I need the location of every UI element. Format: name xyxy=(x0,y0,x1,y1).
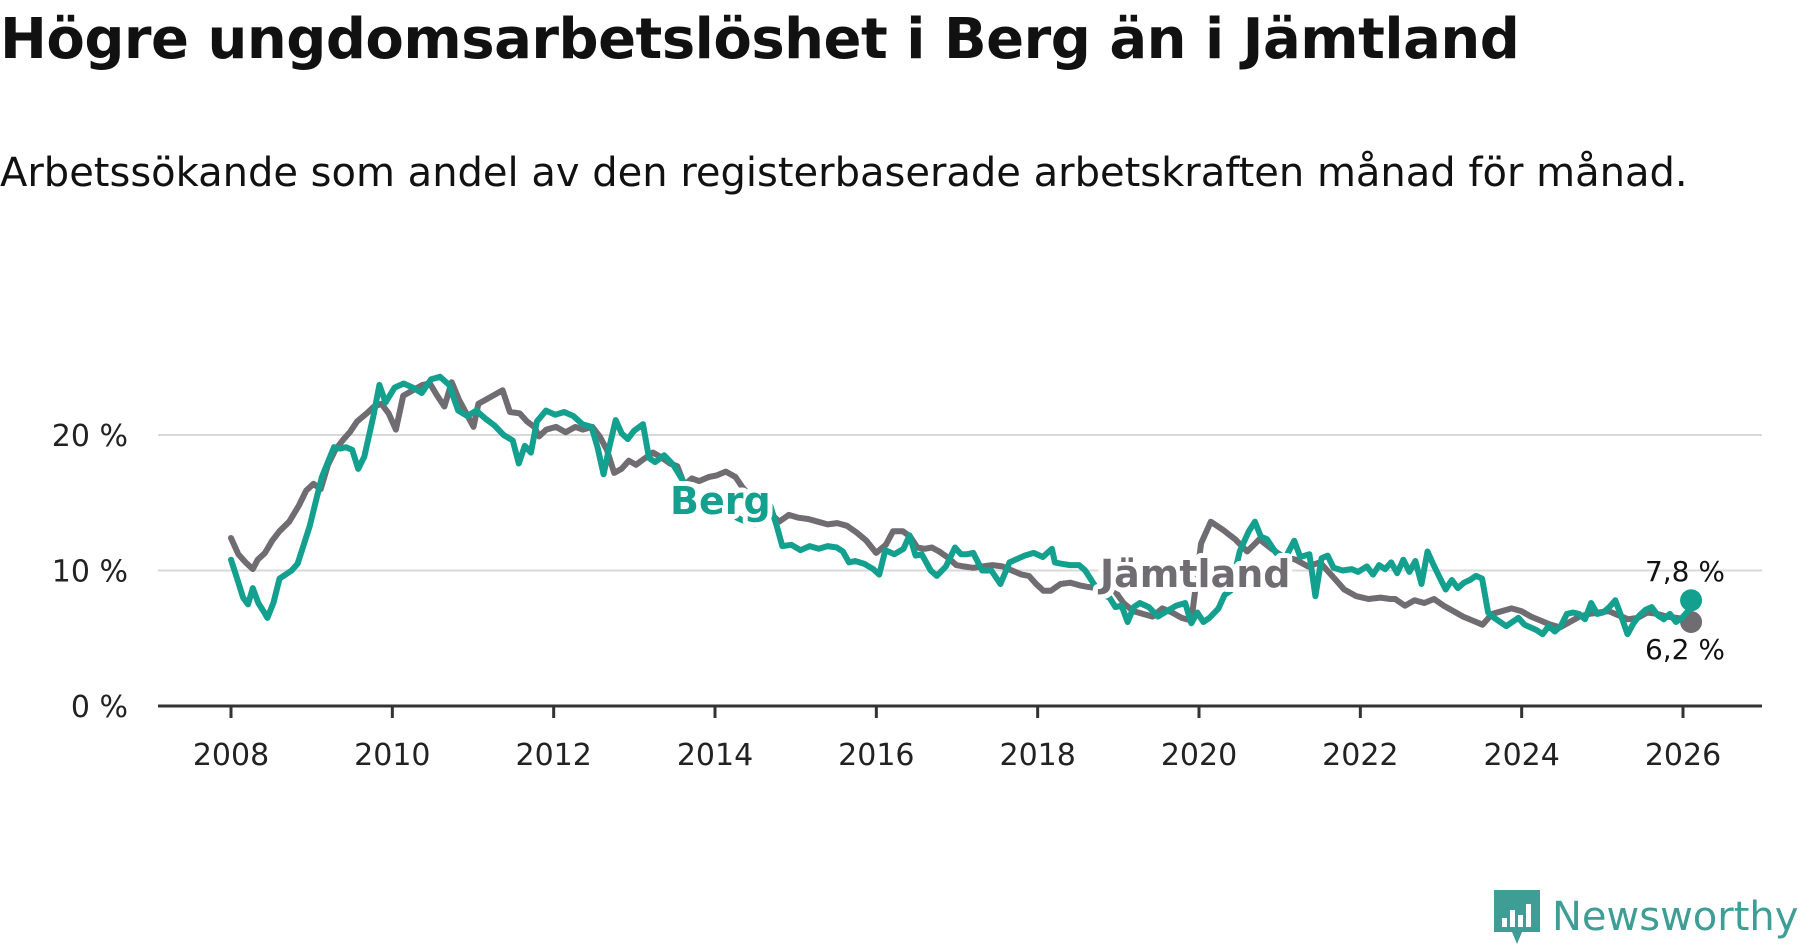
x-tick-label: 2024 xyxy=(1483,738,1559,773)
x-tick-label: 2016 xyxy=(838,738,914,773)
y-tick-label: 10 % xyxy=(52,555,128,590)
end-marker-berg xyxy=(1680,589,1703,612)
brand-logo: Newsworthy xyxy=(1492,888,1798,946)
series-line-jamtland xyxy=(228,379,1695,631)
grid-lines xyxy=(158,434,1762,572)
x-tick-label: 2026 xyxy=(1645,738,1721,773)
x-tick-label: 2010 xyxy=(354,738,430,773)
end-label-berg: 7,8 % xyxy=(1645,555,1725,588)
newsworthy-logo-icon xyxy=(1494,890,1540,944)
series-label-jamtland-halo: Jämtland xyxy=(1097,552,1290,596)
series-label-berg-halo: Berg xyxy=(670,479,771,523)
x-tick-label: 2020 xyxy=(1161,738,1237,773)
page-title: Högre ungdomsarbetslöshet i Berg än i Jä… xyxy=(0,7,1520,72)
y-axis-ticks: 0 % 10 % 20 % xyxy=(52,419,128,725)
series-label-jamtland: Jämtland xyxy=(1097,552,1290,596)
x-tick-label: 2014 xyxy=(677,738,753,773)
y-tick-label: 20 % xyxy=(52,419,128,454)
brand-name: Newsworthy xyxy=(1552,894,1799,940)
page-subtitle: Arbetssökande som andel av den registerb… xyxy=(0,150,1688,196)
x-tick-label: 2012 xyxy=(515,738,591,773)
series-line-berg xyxy=(228,373,1695,638)
series-lines xyxy=(228,373,1703,638)
x-tick-label: 2018 xyxy=(999,738,1075,773)
y-tick-label: 0 % xyxy=(71,690,128,725)
x-tick-label: 2022 xyxy=(1322,738,1398,773)
x-axis-ticks: 2008 2010 2012 2014 2016 2018 2020 2022 2024 2026 xyxy=(158,704,1762,773)
x-tick-label: 2008 xyxy=(193,738,269,773)
series-label-berg: Berg xyxy=(670,479,771,523)
end-label-jamtland: 6,2 % xyxy=(1645,633,1725,666)
